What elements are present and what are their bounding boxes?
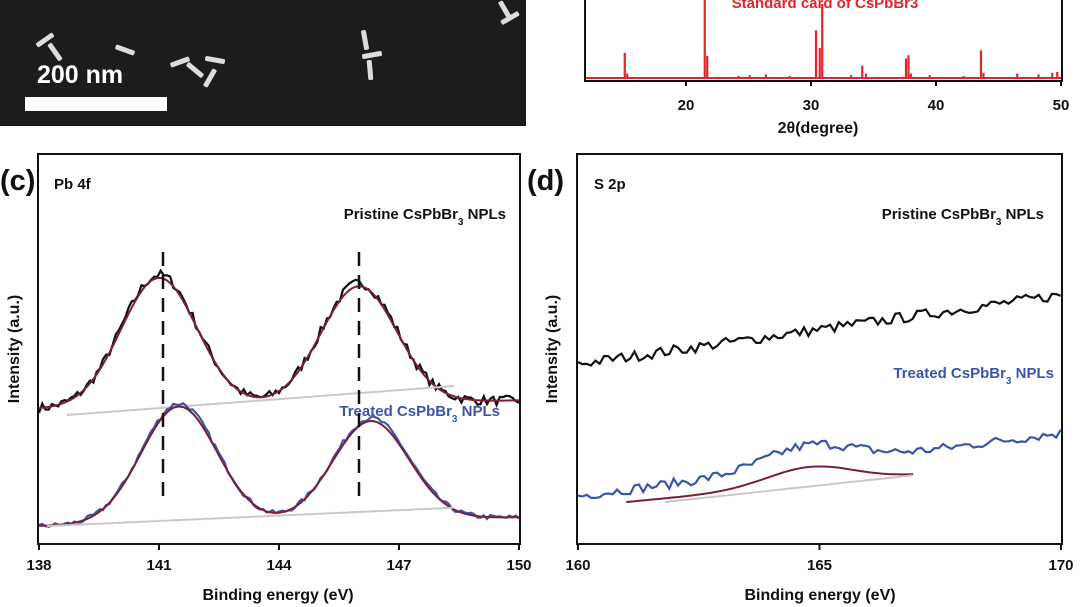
panel-c-pristine-label: Pristine CsPbBr3 NPLs [344, 206, 506, 228]
panel-d-series [577, 292, 1062, 503]
panel-c-x-ticks: 138 141 144 147 150 [26, 544, 532, 574]
panel-c-line [66, 385, 455, 416]
panel-d-line [577, 429, 1062, 499]
sem-rod [498, 0, 512, 20]
xrd-plot-frame [584, 0, 1063, 82]
sem-rod [186, 62, 204, 78]
panel-d-pristine-label: Pristine CsPbBr3 NPLs [882, 206, 1044, 228]
xrd-tick-label: 50 [1053, 97, 1070, 114]
sem-rod [115, 44, 135, 56]
xrd-panel: 20 30 40 50 Standard card of CsPbBr3 2θ(deg… [584, 0, 1070, 137]
panel-c-tick-label: 147 [386, 557, 411, 574]
panel-c-tick-label: 150 [506, 557, 531, 574]
sem-rod [203, 68, 217, 88]
sem-rod [35, 32, 55, 48]
panel-c-tick-label: 144 [266, 557, 292, 574]
panel-d-tick-label: 165 [807, 557, 832, 574]
xrd-tick-label: 40 [928, 97, 945, 114]
sem-rod [361, 29, 369, 51]
panel-d-y-axis-label: Intensity (a.u.) [544, 295, 561, 403]
sem-rod [366, 59, 374, 81]
panel-d-tick-label: 160 [565, 557, 590, 574]
sem-rod [47, 42, 63, 62]
xrd-x-ticks: 20 30 40 50 [678, 80, 1070, 114]
xrd-bars [586, 0, 1061, 79]
panel-d-line [626, 465, 914, 503]
xrd-x-axis-label: 2θ(degree) [778, 120, 859, 137]
panel-c-line [38, 276, 520, 410]
xrd-tick-label: 30 [803, 97, 820, 114]
panel-c-title: Pb 4f [54, 176, 92, 193]
panel-d-x-ticks: 160 165 170 [565, 544, 1074, 574]
panel-c-line [37, 268, 520, 414]
panel-d-label: (d) [527, 165, 564, 197]
panel-d-line [577, 292, 1061, 367]
panel-d-line [664, 474, 913, 503]
sem-rod [170, 56, 190, 68]
panel-c-y-axis-label: Intensity (a.u.) [6, 295, 23, 403]
sem-nanoplatelets [35, 0, 520, 109]
panel-c-tick-label: 141 [146, 557, 171, 574]
sem-image-panel: 200 nm [0, 0, 526, 126]
panel-c-x-axis-label: Binding energy (eV) [202, 587, 353, 604]
panel-c-line [38, 405, 519, 527]
panel-d-treated-label: Treated CsPbBr3 NPLs [893, 365, 1054, 387]
panel-c-treated-label: Treated CsPbBr3 NPLs [339, 403, 500, 425]
panel-c: (c) Pb 4f Pristine CsPbBr3 NPLs Treated … [0, 153, 532, 604]
panel-c-line [46, 506, 454, 527]
panel-d-title: S 2p [594, 176, 626, 193]
scale-bar-label: 200 nm [37, 61, 123, 89]
panel-d-tick-label: 170 [1048, 557, 1073, 574]
panel-d-x-axis-label: Binding energy (eV) [744, 587, 895, 604]
scale-bar [25, 97, 167, 111]
sem-rod [500, 11, 520, 25]
panel-d: (d) S 2p Pristine CsPbBr3 NPLs Treated C… [527, 153, 1074, 604]
xrd-legend-entry: Standard card of CsPbBr3 [732, 0, 919, 12]
panel-c-series [37, 252, 520, 528]
sem-rod [204, 56, 226, 64]
panel-c-tick-label: 138 [26, 557, 51, 574]
panel-c-label: (c) [0, 165, 35, 197]
sem-rod [361, 51, 383, 59]
xrd-tick-label: 20 [678, 97, 695, 114]
